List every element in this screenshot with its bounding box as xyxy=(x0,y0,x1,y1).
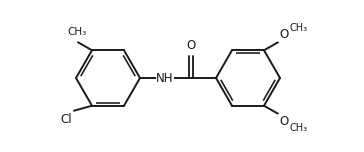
Text: O: O xyxy=(279,115,288,128)
Text: CH₃: CH₃ xyxy=(289,23,307,33)
Text: NH: NH xyxy=(156,71,174,85)
Text: O: O xyxy=(279,28,288,41)
Text: Cl: Cl xyxy=(60,113,72,126)
Text: O: O xyxy=(186,39,195,52)
Text: CH₃: CH₃ xyxy=(289,123,307,133)
Text: CH₃: CH₃ xyxy=(67,27,87,37)
